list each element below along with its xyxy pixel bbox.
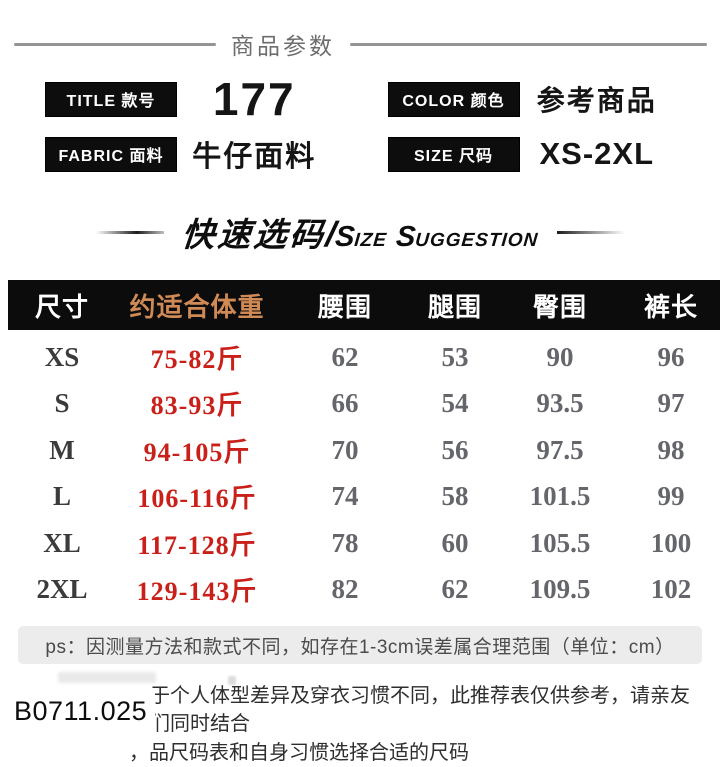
- cell-thigh: 58: [441, 481, 469, 512]
- color-value: 参考商品: [536, 85, 657, 116]
- header-cell-waist: 腰围: [317, 291, 372, 322]
- cell-waist: 82: [331, 574, 359, 605]
- cell-thigh: 56: [441, 434, 469, 465]
- cell-weight: 75-82斤: [150, 344, 244, 374]
- cell-length: 100: [650, 527, 692, 558]
- size-badge: SIZE 尺码: [387, 136, 520, 172]
- fabric-badge: FABRIC 面料: [45, 136, 177, 172]
- suggestion-cn: 快速选码: [179, 216, 327, 253]
- cell-thigh: 54: [441, 388, 469, 419]
- cell-waist: 62: [331, 341, 359, 372]
- cell-hip: 93.5: [536, 388, 584, 419]
- cell-waist: 78: [331, 527, 359, 558]
- ps-note-bar: ps：因测量方法和款式不同，如存在1-3cm误差属合理范围（单位：cm）: [18, 626, 702, 664]
- cell-hip: 109.5: [529, 574, 591, 605]
- cell-size: XS: [44, 341, 80, 372]
- page-title: 商品参数: [231, 33, 335, 59]
- table-row-m: M 94-105斤 70 56 97.5 98: [8, 427, 720, 474]
- cell-size: M: [49, 434, 75, 465]
- cell-hip: 105.5: [529, 527, 591, 558]
- cell-hip: 90: [546, 341, 574, 372]
- param-row-title: TITLE 款号 177: [45, 73, 332, 125]
- cell-length: 102: [650, 574, 692, 605]
- table-row-s: S 83-93斤 66 54 93.5 97: [8, 381, 720, 428]
- cell-hip: 101.5: [529, 481, 591, 512]
- suggestion-en: UGGESTION: [413, 230, 539, 251]
- header-cell-length: 裤长: [643, 291, 698, 322]
- product-params: TITLE 款号 177 FABRIC 面料 牛仔面料 COLOR 颜色 参考商…: [0, 61, 720, 176]
- size-suggestion-banner: 快速选码/SIZE SUGGESTION: [0, 208, 720, 256]
- cell-waist: 66: [331, 388, 359, 419]
- cell-weight: 106-116斤: [137, 484, 257, 514]
- header-cell-weight: 约适合体重: [129, 291, 265, 322]
- cell-length: 99: [657, 481, 685, 512]
- header-cell-size: 尺寸: [34, 291, 89, 322]
- banner-line-left: [95, 230, 164, 234]
- cell-waist: 74: [331, 481, 359, 512]
- cell-weight: 117-128斤: [137, 530, 257, 560]
- cell-weight: 83-93斤: [150, 391, 244, 421]
- table-row-l: L 106-116斤 74 58 101.5 99: [8, 474, 720, 521]
- divider-right: [350, 42, 707, 46]
- cell-size: S: [54, 388, 70, 419]
- title-badge: TITLE 款号: [45, 81, 177, 117]
- suggestion-en: S: [394, 221, 417, 253]
- cell-waist: 70: [331, 434, 359, 465]
- cell-length: 98: [657, 434, 685, 465]
- cell-thigh: 62: [441, 574, 469, 605]
- divider-left: [14, 42, 216, 46]
- page-header: 商品参数: [0, 0, 720, 61]
- size-value: XS-2XL: [539, 136, 655, 171]
- table-row-2xl: 2XL 129-143斤 82 62 109.5 102: [8, 567, 720, 614]
- param-row-fabric: FABRIC 面料 牛仔面料: [45, 132, 332, 176]
- ps-note-text: ps：因测量方法和款式不同，如存在1-3cm误差属合理范围（单位：cm）: [45, 636, 675, 658]
- size-table-header: 尺寸 约适合体重 腰围 腿围 臀围 裤长: [8, 280, 720, 330]
- param-row-size: SIZE 尺码 XS-2XL: [387, 132, 675, 176]
- cell-size: XL: [43, 527, 81, 558]
- size-suggestion-title: 快速选码/SIZE SUGGESTION: [179, 208, 540, 256]
- param-row-color: COLOR 颜色 参考商品: [387, 77, 675, 121]
- cell-size: L: [52, 481, 71, 512]
- cell-length: 97: [657, 388, 685, 419]
- suggestion-en: IZE: [352, 230, 388, 251]
- color-badge: COLOR 颜色: [387, 81, 520, 117]
- banner-line-right: [556, 230, 625, 234]
- cell-weight: 94-105斤: [143, 437, 251, 467]
- cell-size: 2XL: [36, 574, 88, 605]
- erased-text-artifact: [58, 672, 156, 683]
- cell-hip: 97.5: [536, 434, 584, 465]
- watermark-code: B0711.025: [10, 690, 156, 733]
- cell-thigh: 53: [441, 341, 469, 372]
- footer-note-line2: ，品尺码表和自身习惯选择合适的尺码: [129, 741, 469, 764]
- cell-length: 96: [657, 341, 685, 372]
- table-row-xs: XS 75-82斤 62 53 90 96: [8, 334, 720, 381]
- header-cell-hip: 臀围: [532, 291, 587, 322]
- table-row-xl: XL 117-128斤 78 60 105.5 100: [8, 520, 720, 567]
- size-table-body: XS 75-82斤 62 53 90 96 S 83-93斤 66 54 93.…: [8, 330, 720, 613]
- cell-weight: 129-143斤: [136, 577, 258, 607]
- suggestion-en: S: [333, 221, 356, 253]
- title-value: 177: [212, 73, 296, 125]
- erased-text-artifact: [228, 676, 236, 685]
- footer-note-line1: 于个人体型差异及穿衣习惯不同，此推荐表仅供参考，请亲友们同时结合: [150, 685, 690, 736]
- fabric-value: 牛仔面料: [192, 141, 317, 173]
- header-cell-thigh: 腿围: [427, 291, 482, 322]
- cell-thigh: 60: [441, 527, 469, 558]
